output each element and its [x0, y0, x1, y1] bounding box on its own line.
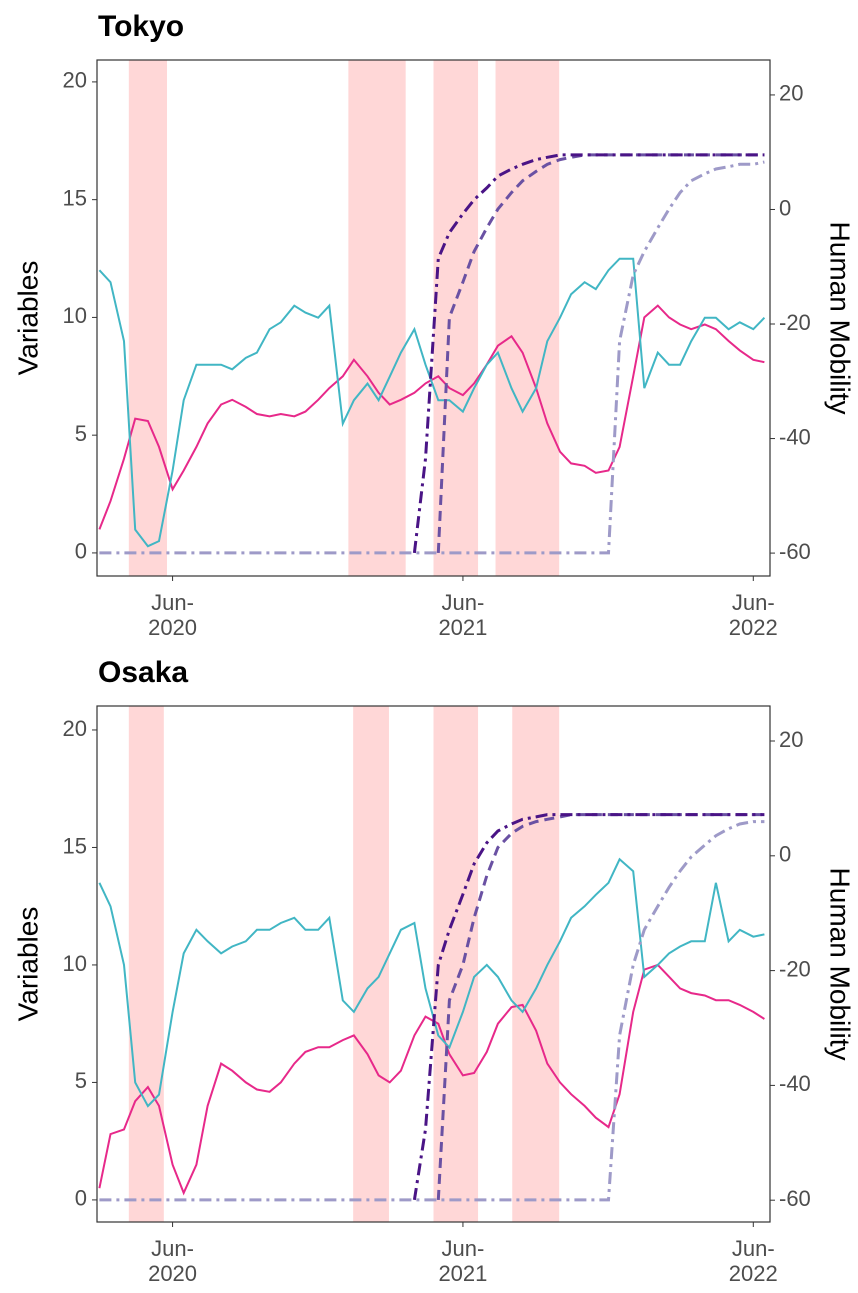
y-tick-label: 15 [63, 833, 87, 858]
y2-tick-label: 0 [779, 195, 791, 220]
plot-frame [96, 59, 771, 577]
y-tick-label: 15 [63, 185, 87, 210]
shaded-period [433, 60, 479, 576]
shaded-period [128, 60, 168, 576]
plot-frame [96, 705, 771, 1223]
y-axis-label: Variables [12, 907, 43, 1022]
y-axis-label: Variables [12, 261, 43, 376]
x-tick-label: Jun- 2020 [148, 1236, 198, 1286]
shaded-period [348, 60, 406, 576]
shaded-period [433, 706, 479, 1222]
y2-tick-label: -20 [779, 956, 811, 981]
y2-tick-label: 0 [779, 842, 791, 867]
y2-tick-label: 20 [779, 727, 803, 752]
y2-tick-label: -20 [779, 310, 811, 335]
line [98, 963, 765, 1196]
line [99, 820, 765, 1202]
shaded-period [128, 706, 164, 1222]
line [98, 857, 765, 1108]
y2-tick-label: -60 [779, 1186, 811, 1211]
y2-tick-label: -60 [779, 539, 811, 564]
line [99, 160, 765, 555]
panel-title: Tokyo [98, 10, 184, 43]
line [98, 304, 765, 530]
shaded-period [353, 706, 389, 1222]
x-tick-label: Jun- 2022 [728, 590, 778, 640]
y-tick-label: 0 [75, 1186, 87, 1211]
line [412, 153, 765, 554]
y-tick-label: 10 [63, 303, 87, 328]
y2-axis-label: Human Mobility [825, 222, 856, 415]
line [436, 153, 765, 553]
x-tick-label: Jun- 2020 [148, 590, 198, 640]
y2-tick-label: 20 [779, 81, 803, 106]
y2-tick-label: -40 [779, 1071, 811, 1096]
line [98, 257, 766, 548]
y-tick-label: 5 [75, 1068, 87, 1093]
panel-title: Osaka [98, 656, 188, 689]
x-tick-label: Jun- 2021 [438, 1236, 488, 1286]
y2-axis-label: Human Mobility [825, 868, 856, 1061]
line [412, 813, 765, 1201]
y-tick-label: 0 [75, 539, 87, 564]
shaded-period [512, 706, 560, 1222]
shaded-period [495, 60, 560, 576]
y-tick-label: 20 [63, 68, 87, 93]
y-tick-label: 5 [75, 421, 87, 446]
x-tick-label: Jun- 2022 [728, 1236, 778, 1286]
y2-tick-label: -40 [779, 424, 811, 449]
y-tick-label: 20 [63, 716, 87, 741]
line [436, 813, 765, 1200]
x-tick-label: Jun- 2021 [438, 590, 488, 640]
y-tick-label: 10 [63, 951, 87, 976]
